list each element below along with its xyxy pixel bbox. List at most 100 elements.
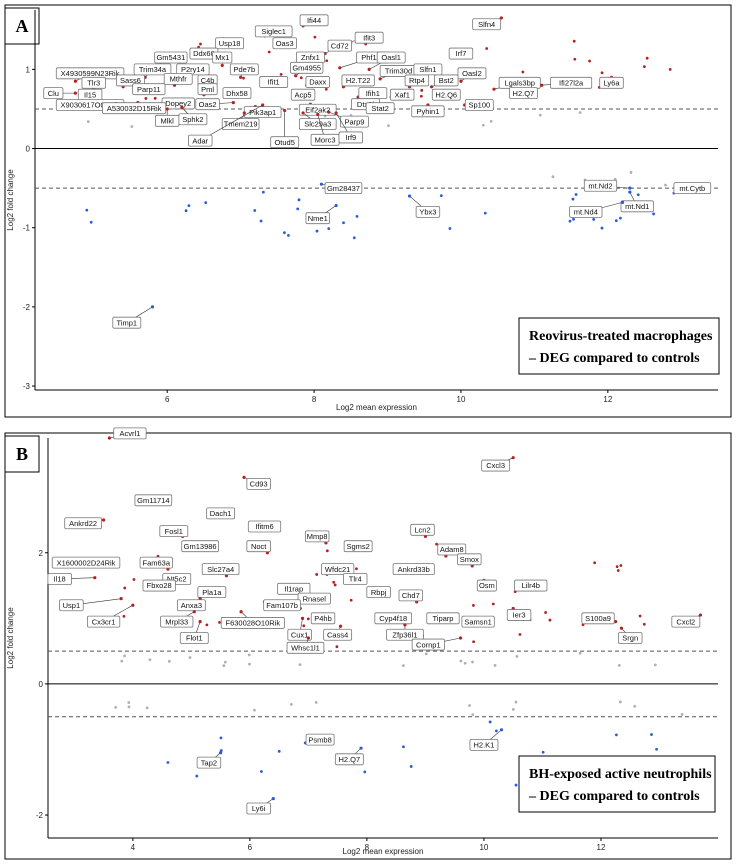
panel-b-point bbox=[409, 765, 413, 768]
panel-a-point bbox=[204, 201, 208, 205]
panel-a-gene-mlkl: Mlkl bbox=[154, 107, 180, 127]
panel-b-y-tick-label: -2 bbox=[36, 811, 44, 820]
panel-b-point bbox=[289, 703, 293, 706]
panel-b-point bbox=[511, 707, 515, 711]
panel-b-point bbox=[424, 652, 428, 656]
panel-b-gene-label: Cxcl3 bbox=[486, 461, 505, 470]
panel-a-gene-box bbox=[254, 25, 293, 38]
panel-a-gene-box bbox=[270, 136, 300, 149]
panel-a-gene-otud5: Otud5 bbox=[270, 108, 300, 149]
panel-b-gene-label: Ifitm6 bbox=[255, 522, 273, 531]
panel-a-point bbox=[279, 72, 283, 76]
panel-b-point bbox=[619, 564, 623, 567]
panel-b-gene-box bbox=[86, 615, 121, 628]
panel-b-point bbox=[544, 611, 547, 614]
panel-a-gene-box bbox=[290, 61, 324, 74]
panel-b-gene-label: Fosl1 bbox=[165, 527, 183, 536]
panel-b-gene-point bbox=[613, 620, 618, 624]
panel-b-point bbox=[514, 783, 518, 787]
panel-a-point bbox=[267, 50, 271, 54]
panel-a-gene-label: Ly6a bbox=[604, 79, 621, 88]
panel-a-gene-point bbox=[283, 108, 287, 113]
panel-b-gene-label: Cxcl2 bbox=[676, 617, 695, 626]
panel-b-gene-label: Gm13986 bbox=[184, 542, 217, 551]
panel-b-gene-fosl1: Fosl1 bbox=[159, 525, 189, 538]
panel-b-gene-label: F630028O10Rik bbox=[225, 619, 280, 628]
panel-a-point bbox=[313, 35, 317, 39]
panel-a-gene-sp100: Sp100 bbox=[463, 99, 494, 111]
panel-b-gene-label: Cornp1 bbox=[416, 640, 441, 649]
panel-b-gene-label: Fam107b bbox=[266, 601, 298, 610]
panel-a-point bbox=[573, 57, 577, 61]
panel-a-gene-box bbox=[43, 87, 64, 100]
panel-a-gene-point bbox=[628, 186, 632, 190]
panel-b-gene-osm: Osm bbox=[476, 578, 497, 592]
panel-b-gene-label: Tlr4 bbox=[349, 575, 362, 584]
panel-b-letter-box bbox=[4, 435, 40, 473]
panel-b-point bbox=[471, 713, 475, 717]
panel-b-gene-psmb8: Psmb8 bbox=[303, 733, 335, 746]
panel-a-gene-label: Morc3 bbox=[315, 136, 336, 145]
panel-a-gene-rtp4: Rtp4 bbox=[404, 74, 430, 89]
panel-a-gene-point bbox=[540, 83, 544, 87]
panel-b-gene-box bbox=[139, 556, 173, 569]
panel-a-gene-label: Sp100 bbox=[468, 101, 490, 110]
panel-a-point bbox=[600, 226, 604, 230]
panel-a-gene-label: Acp5 bbox=[295, 90, 312, 99]
panel-b-gene-box bbox=[246, 478, 271, 490]
panel-a-gene-label: Ddx60 bbox=[193, 49, 215, 58]
panel-a-gene-box bbox=[222, 87, 252, 100]
panel-b-point bbox=[680, 713, 684, 716]
panel-b-point bbox=[468, 704, 471, 707]
panel-a-gene-point bbox=[334, 203, 338, 208]
panel-b-gene-box bbox=[398, 589, 423, 602]
panel-a-gene-label: Gm4955 bbox=[292, 63, 321, 72]
panel-b-point bbox=[219, 736, 223, 740]
panel-b-x-tick-label: 4 bbox=[131, 843, 136, 852]
panel-b-gene-point bbox=[619, 626, 624, 630]
panel-a-gene-mt.nd1: mt.Nd1 bbox=[620, 190, 654, 213]
panel-a-gene-clu: Clu bbox=[43, 87, 77, 100]
panel-a-gene-ifi27l2a: Ifi27l2a bbox=[540, 76, 593, 89]
panel-a-gene-box bbox=[376, 51, 406, 64]
panel-a-gene-box bbox=[354, 31, 384, 44]
panel-b-gene-box bbox=[181, 540, 219, 553]
panel-b-y-tick-label: 0 bbox=[39, 680, 44, 689]
panel-a-gene-label: Parp11 bbox=[137, 85, 161, 94]
panel-b-gene-cornp1: Cornp1 bbox=[411, 636, 463, 651]
panel-a-gene-label: Pik3ap1 bbox=[249, 108, 276, 117]
panel-a-gene-box bbox=[290, 88, 316, 101]
panel-b-gene-label: Zfp36l1 bbox=[392, 630, 417, 639]
panel-a-point bbox=[572, 39, 576, 43]
panel-b-gene-box bbox=[426, 612, 460, 625]
panel-a-gene-box bbox=[112, 316, 142, 329]
panel-b-gene-point bbox=[338, 624, 343, 628]
panel-a-point bbox=[89, 220, 93, 224]
panel-b-gene-label: H2.K1 bbox=[474, 741, 495, 750]
panel-a-gene-box bbox=[132, 83, 166, 96]
panel-a-plot: 6 8 10 12 -3 -2 -1 0 1 Log2 mean expression Log2 f… bbox=[6, 10, 718, 412]
panel-a-gene-il15: Il15 bbox=[77, 88, 103, 101]
panel-a-gene-label: Ybx3 bbox=[419, 208, 436, 217]
panel-b-gene-label: Lcn2 bbox=[414, 526, 430, 535]
panel-a-gene-label: X4930599N23Rik bbox=[61, 69, 120, 78]
panel-b-gene-box bbox=[197, 586, 227, 598]
panel-b-gene-ly6i: Ly6i bbox=[246, 797, 275, 815]
panel-b-gene-box bbox=[176, 599, 206, 612]
panel-a-gene-box bbox=[154, 51, 188, 64]
panel-b-point bbox=[148, 658, 152, 662]
panel-b-point bbox=[314, 701, 318, 704]
panel-a-gene-mt.cytb: mt.Cytb bbox=[673, 182, 712, 195]
panel-b-gene-point bbox=[198, 620, 202, 624]
panel-a-gene-label: Phf11d bbox=[361, 53, 384, 62]
panel-b-gene-noct: Noct bbox=[246, 540, 271, 555]
panel-b-point bbox=[491, 602, 495, 606]
panel-b-gene-point bbox=[306, 636, 310, 640]
panel-a-gene-box bbox=[188, 134, 213, 147]
panel-b-gene-label: Cass4 bbox=[327, 630, 348, 639]
panel-b-point bbox=[642, 622, 646, 626]
panel-a-gene-box bbox=[215, 37, 245, 50]
panel-a-gene-point bbox=[165, 107, 169, 111]
panel-a-gene-point bbox=[180, 105, 184, 109]
panel-b-point bbox=[332, 580, 336, 584]
